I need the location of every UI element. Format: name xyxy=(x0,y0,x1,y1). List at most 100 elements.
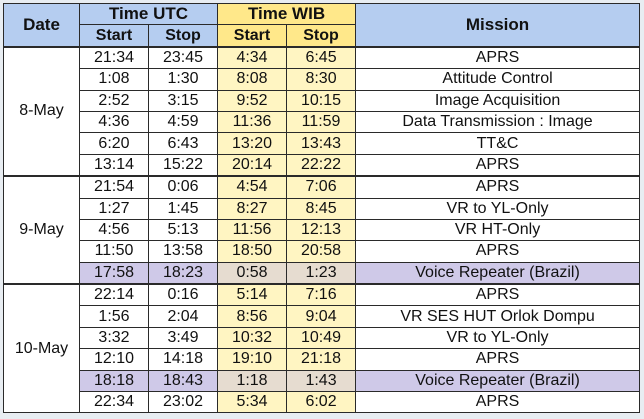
table-row: 18:18 18:43 1:18 1:43 Voice Repeater (Brazil… xyxy=(4,369,641,393)
utc-stop-cell: 1:30 xyxy=(147,68,219,91)
table-row: 17:58 18:23 0:58 1:23 Voice Repeater (Brazil… xyxy=(4,261,641,285)
table-row: 11:50 13:58 18:50 20:58 APRS xyxy=(4,240,641,263)
utc-stop-cell: 3:49 xyxy=(147,326,219,350)
wib-start-cell: 4:34 xyxy=(217,45,288,70)
mission-cell: VR SES HUT Orlok Dompu xyxy=(355,305,641,328)
utc-start-cell: 4:36 xyxy=(79,110,149,134)
mission-cell: APRS xyxy=(355,391,641,414)
table-body: 8-May 21:34 23:45 4:34 6:45 APRS 1:08 1:30 8:08 8… xyxy=(3,45,641,414)
utc-stop-cell: 3:15 xyxy=(147,89,219,112)
mission-cell: VR to YL-Only xyxy=(355,197,641,220)
mission-cell: APRS xyxy=(355,175,641,199)
table-row: 6:20 6:43 13:20 13:43 TT&C xyxy=(4,132,641,155)
utc-stop-cell: 18:43 xyxy=(147,369,219,393)
utc-start-cell: 4:56 xyxy=(79,218,149,242)
utc-start-cell: 12:10 xyxy=(79,348,149,371)
utc-start-header: Start xyxy=(79,24,149,48)
wib-start-cell: 11:36 xyxy=(217,110,288,134)
wib-stop-cell: 21:18 xyxy=(286,348,357,371)
date-cell: 8-May xyxy=(3,45,80,177)
utc-start-cell: 3:32 xyxy=(79,326,149,350)
wib-stop-cell: 7:16 xyxy=(286,283,357,307)
wib-stop-cell: 1:43 xyxy=(286,369,357,393)
utc-start-cell: 11:50 xyxy=(79,240,149,263)
utc-start-cell: 21:34 xyxy=(79,45,149,70)
mission-schedule-table: Date Time UTC Time WIB Mission Start Sto… xyxy=(3,2,641,414)
wib-stop-cell: 20:58 xyxy=(286,240,357,263)
date-cell: 10-May xyxy=(3,283,80,414)
wib-start-cell: 5:34 xyxy=(217,391,288,414)
utc-stop-cell: 0:06 xyxy=(147,175,219,199)
table-row: 9-May 21:54 0:06 4:54 7:06 APRS xyxy=(3,175,641,285)
utc-stop-cell: 1:45 xyxy=(147,197,219,220)
wib-stop-cell: 6:02 xyxy=(286,391,357,414)
wib-start-cell: 1:18 xyxy=(217,369,288,393)
schedule-panel: Date Time UTC Time WIB Mission Start Sto… xyxy=(3,2,641,414)
table-row: 1:08 1:30 8:08 8:30 Attitude Control xyxy=(4,68,641,91)
wib-stop-cell: 13:43 xyxy=(286,132,357,155)
utc-stop-cell: 14:18 xyxy=(147,348,219,371)
wib-stop-cell: 7:06 xyxy=(286,175,357,199)
mission-cell: APRS xyxy=(355,240,641,263)
wib-stop-cell: 11:59 xyxy=(286,110,357,134)
date-header: Date xyxy=(3,2,80,48)
table-header: Date Time UTC Time WIB Mission Start Sto… xyxy=(3,2,641,48)
time-utc-header: Time UTC xyxy=(78,2,219,26)
wib-start-cell: 9:52 xyxy=(217,89,288,112)
table-row: 13:14 15:22 20:14 22:22 APRS xyxy=(4,153,641,177)
wib-start-cell: 11:56 xyxy=(217,218,288,242)
table-row: 12:10 14:18 19:10 21:18 APRS xyxy=(4,348,641,371)
wib-stop-cell: 8:30 xyxy=(286,68,357,91)
wib-start-cell: 10:32 xyxy=(217,326,288,350)
mission-cell: Attitude Control xyxy=(355,68,641,91)
utc-stop-cell: 15:22 xyxy=(147,153,219,177)
utc-stop-cell: 2:04 xyxy=(147,305,219,328)
wib-start-cell: 4:54 xyxy=(217,175,288,199)
wib-stop-cell: 12:13 xyxy=(286,218,357,242)
utc-start-cell: 17:58 xyxy=(79,261,149,285)
wib-start-cell: 8:08 xyxy=(217,68,288,91)
mission-header: Mission xyxy=(355,2,641,48)
table-row: 4:36 4:59 11:36 11:59 Data Transmission : Im… xyxy=(4,110,641,134)
mission-cell: Voice Repeater (Brazil) xyxy=(355,261,641,285)
utc-stop-cell: 13:58 xyxy=(147,240,219,263)
utc-start-cell: 1:27 xyxy=(79,197,149,220)
wib-start-header: Start xyxy=(217,24,288,48)
wib-stop-cell: 1:23 xyxy=(286,261,357,285)
mission-cell: VR to YL-Only xyxy=(355,326,641,350)
table-row: 4:56 5:13 11:56 12:13 VR HT-Only xyxy=(4,218,641,242)
utc-stop-cell: 5:13 xyxy=(147,218,219,242)
date-cell: 9-May xyxy=(3,175,80,285)
utc-start-cell: 6:20 xyxy=(79,132,149,155)
utc-stop-cell: 4:59 xyxy=(147,110,219,134)
table-row: 8-May 21:34 23:45 4:34 6:45 APRS xyxy=(3,45,641,177)
wib-stop-header: Stop xyxy=(286,24,357,48)
wib-stop-cell: 10:15 xyxy=(286,89,357,112)
mission-cell: TT&C xyxy=(355,132,641,155)
mission-cell: Image Acquisition xyxy=(355,89,641,112)
utc-stop-cell: 18:23 xyxy=(147,261,219,285)
table-row: 10-May 22:14 0:16 5:14 7:16 APRS xyxy=(3,283,641,414)
wib-start-cell: 18:50 xyxy=(217,240,288,263)
wib-start-cell: 20:14 xyxy=(217,153,288,177)
wib-start-cell: 8:56 xyxy=(217,305,288,328)
table-row: 1:27 1:45 8:27 8:45 VR to YL-Only xyxy=(4,197,641,220)
wib-stop-cell: 6:45 xyxy=(286,45,357,70)
wib-start-cell: 5:14 xyxy=(217,283,288,307)
wib-stop-cell: 10:49 xyxy=(286,326,357,350)
utc-start-cell: 21:54 xyxy=(79,175,149,199)
utc-stop-cell: 23:02 xyxy=(147,391,219,414)
wib-start-cell: 0:58 xyxy=(217,261,288,285)
utc-start-cell: 22:34 xyxy=(79,391,149,414)
utc-start-cell: 13:14 xyxy=(79,153,149,177)
wib-stop-cell: 9:04 xyxy=(286,305,357,328)
utc-stop-cell: 0:16 xyxy=(147,283,219,307)
mission-cell: APRS xyxy=(355,153,641,177)
wib-start-cell: 8:27 xyxy=(217,197,288,220)
utc-stop-header: Stop xyxy=(147,24,219,48)
wib-start-cell: 13:20 xyxy=(217,132,288,155)
mission-cell: APRS xyxy=(355,45,641,70)
wib-start-cell: 19:10 xyxy=(217,348,288,371)
table-row: 22:34 23:02 5:34 6:02 APRS xyxy=(4,391,641,414)
time-wib-header: Time WIB xyxy=(217,2,357,26)
